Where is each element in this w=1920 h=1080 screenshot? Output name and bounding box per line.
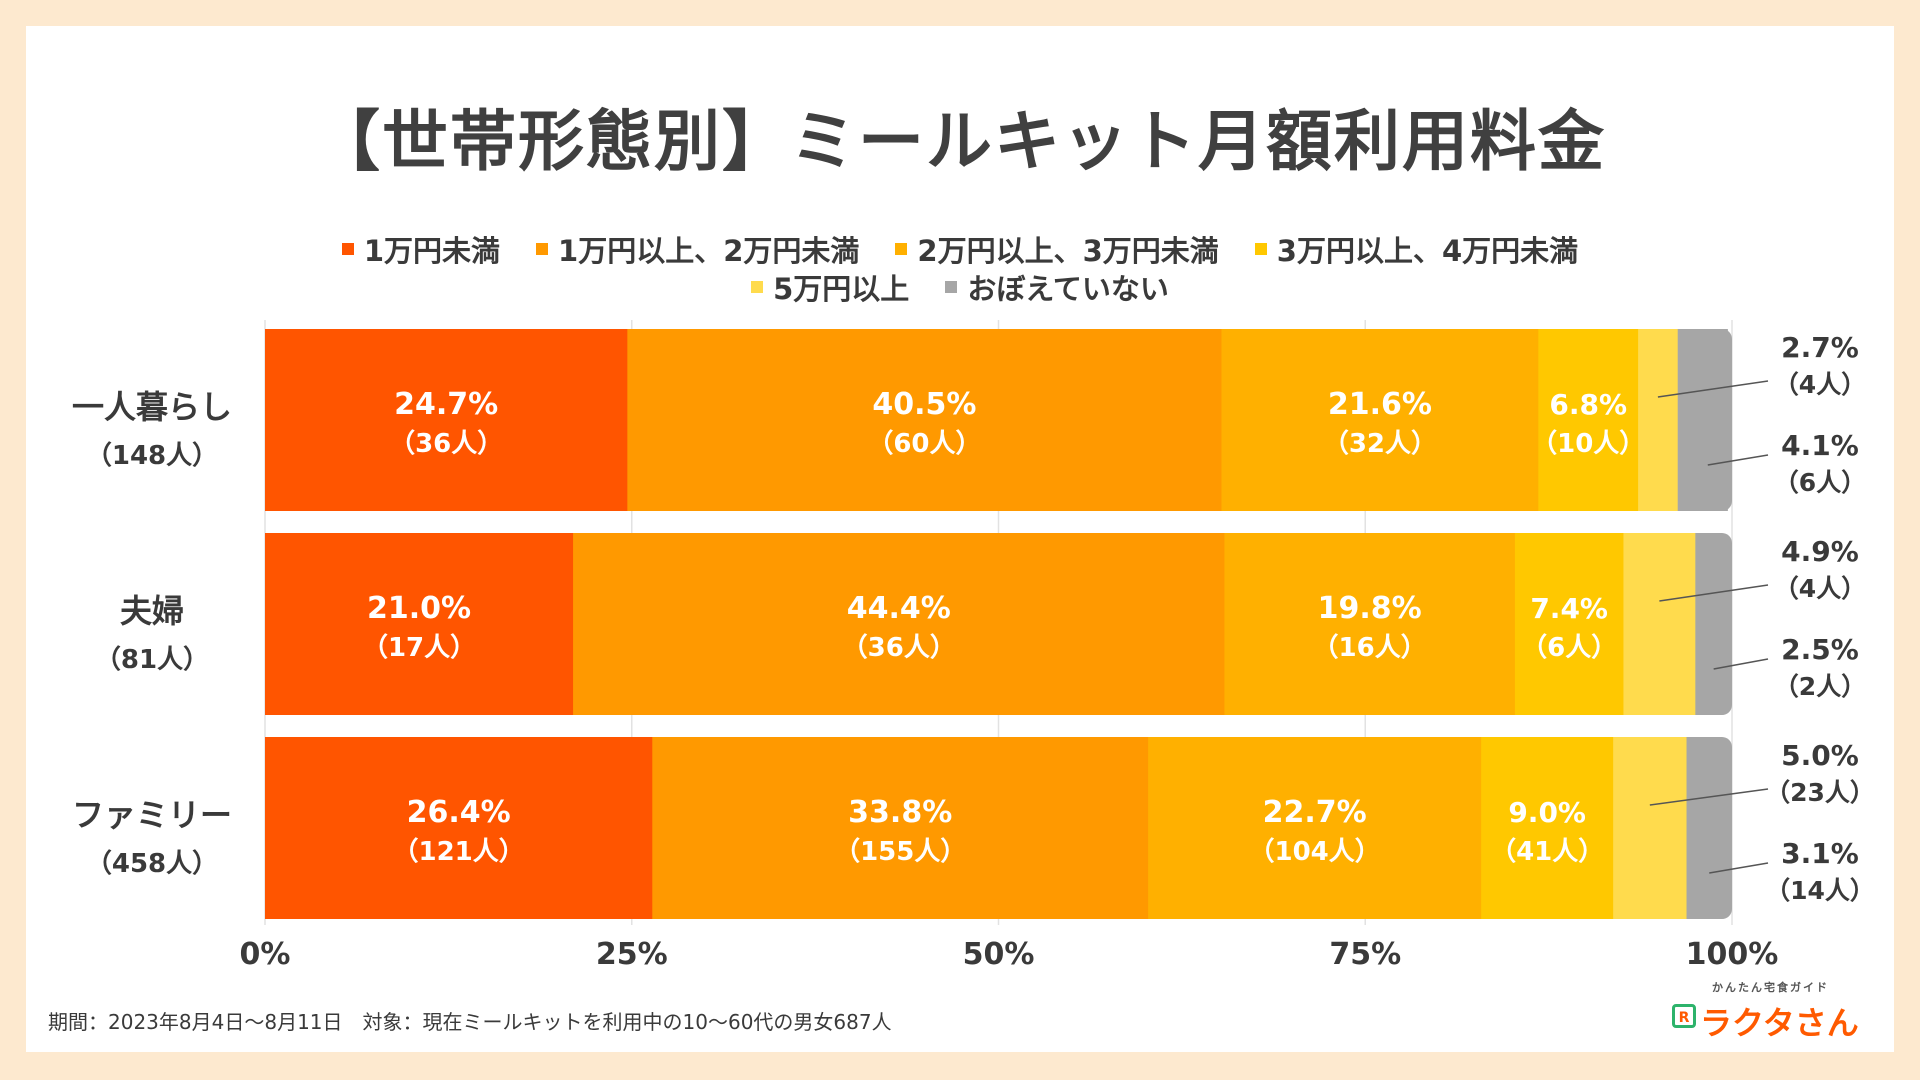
count-label: （36人） bbox=[842, 633, 956, 663]
x-tick-label: 0% bbox=[240, 937, 291, 972]
count-label: （60人） bbox=[867, 429, 981, 459]
data-label: 21.0% bbox=[367, 591, 471, 626]
category-count-label: （458人） bbox=[86, 849, 218, 879]
data-label: 24.7% bbox=[394, 387, 498, 422]
x-tick-label: 25% bbox=[596, 937, 668, 972]
x-tick-label: 75% bbox=[1329, 937, 1401, 972]
leader-line bbox=[1713, 658, 1769, 670]
data-label: 4.1% bbox=[1781, 429, 1859, 462]
bar-segment bbox=[1613, 737, 1688, 919]
data-label: 3.1% bbox=[1781, 837, 1859, 870]
legend-label: 2万円以上、3万円未満 bbox=[917, 234, 1219, 268]
data-label: 26.4% bbox=[407, 795, 511, 830]
category-count-label: （81人） bbox=[95, 645, 209, 675]
count-label: （4人） bbox=[1774, 574, 1866, 603]
leader-line bbox=[1657, 380, 1769, 398]
legend-item: おぼえていない bbox=[945, 266, 1169, 308]
bar-segment bbox=[265, 329, 628, 511]
logo-name: ラクタさん bbox=[1700, 1004, 1859, 1042]
legend: 1万円未満 1万円以上、2万円未満 2万円以上、3万円未満 3万円以上、4万円未… bbox=[0, 230, 1920, 306]
category-label: ファミリー bbox=[72, 796, 232, 834]
bar-segment bbox=[652, 737, 1149, 919]
legend-item: 1万円未満 bbox=[341, 228, 501, 270]
bar-segment bbox=[1514, 533, 1624, 715]
count-label: （10人） bbox=[1531, 429, 1645, 459]
bar-segment bbox=[265, 737, 653, 919]
count-label: （6人） bbox=[1774, 468, 1866, 497]
count-label: （155人） bbox=[834, 837, 966, 867]
data-label: 40.5% bbox=[872, 387, 976, 422]
data-label: 22.7% bbox=[1263, 795, 1367, 830]
legend-swatch bbox=[895, 243, 908, 255]
data-label: 2.5% bbox=[1781, 633, 1859, 666]
legend-label: 1万円以上、2万円未満 bbox=[558, 234, 860, 268]
bar-segment bbox=[1221, 329, 1539, 511]
legend-swatch bbox=[536, 243, 549, 255]
bar-segment bbox=[1224, 533, 1516, 715]
count-label: （6人） bbox=[1521, 633, 1617, 663]
bar-segment bbox=[1686, 737, 1722, 919]
data-label: 5.0% bbox=[1781, 739, 1859, 772]
logo-tagline: かんたん宅食ガイド bbox=[1712, 981, 1829, 994]
leader-line bbox=[1709, 862, 1769, 874]
footnote: 期間：2023年8月4日〜8月11日 対象：現在ミールキットを利用中の10〜60… bbox=[48, 1010, 892, 1034]
count-label: （121人） bbox=[393, 837, 525, 867]
legend-item: 2万円以上、3万円未満 bbox=[895, 228, 1219, 270]
count-label: （23人） bbox=[1765, 778, 1875, 807]
bar-segment bbox=[1677, 329, 1728, 511]
legend-label: おぼえていない bbox=[967, 272, 1169, 306]
category-count-label: （148人） bbox=[86, 441, 218, 471]
bar-segment bbox=[1148, 737, 1482, 919]
stacked-bar-chart: 24.7% （36人） 40.5% （60人） 21.6% （32人） 6.8% （10人） 2… bbox=[72, 320, 1875, 972]
legend-swatch bbox=[751, 281, 764, 293]
count-label: （36人） bbox=[389, 429, 503, 459]
data-label: 9.0% bbox=[1508, 796, 1586, 829]
count-label: （14人） bbox=[1765, 876, 1875, 905]
count-label: （41人） bbox=[1490, 837, 1604, 867]
x-tick-label: 100% bbox=[1686, 937, 1779, 972]
data-label: 44.4% bbox=[847, 591, 951, 626]
logo-icon: R bbox=[1672, 1004, 1696, 1028]
legend-swatch bbox=[341, 243, 354, 255]
data-label: 21.6% bbox=[1328, 387, 1432, 422]
bar-segment bbox=[573, 533, 1225, 715]
leader-line bbox=[1649, 788, 1769, 806]
bar-segment bbox=[1538, 329, 1639, 511]
data-label: 6.8% bbox=[1549, 388, 1627, 421]
bar-segment bbox=[1481, 737, 1614, 919]
legend-label: 5万円以上 bbox=[773, 272, 910, 306]
bar-segment bbox=[265, 533, 574, 715]
bar-segment bbox=[1638, 329, 1679, 511]
count-label: （17人） bbox=[362, 633, 476, 663]
category-label: 一人暮らし bbox=[72, 388, 232, 426]
legend-item: 5万円以上 bbox=[751, 266, 909, 308]
count-label: （32人） bbox=[1323, 429, 1437, 459]
chart-title: 【世帯形態別】ミールキット月額利用料金 bbox=[314, 103, 1606, 180]
legend-item: 1万円以上、2万円未満 bbox=[536, 228, 859, 270]
legend-swatch bbox=[1254, 243, 1267, 255]
legend-label: 3万円以上、4万円未満 bbox=[1276, 234, 1579, 268]
legend-item: 3万円以上、4万円未満 bbox=[1254, 228, 1579, 270]
count-label: （104人） bbox=[1248, 837, 1380, 867]
legend-row-1: 1万円未満 1万円以上、2万円未満 2万円以上、3万円未満 3万円以上、4万円未… bbox=[0, 230, 1920, 268]
legend-label: 1万円未満 bbox=[363, 234, 501, 268]
legend-row-2: 5万円以上 おぼえていない bbox=[0, 268, 1920, 306]
data-label: 2.7% bbox=[1781, 331, 1859, 364]
leader-line bbox=[1659, 584, 1769, 602]
category-label: 夫婦 bbox=[120, 592, 184, 630]
count-label: （4人） bbox=[1774, 370, 1866, 399]
x-tick-label: 50% bbox=[963, 937, 1035, 972]
data-label: 7.4% bbox=[1530, 592, 1608, 625]
data-label: 33.8% bbox=[848, 795, 952, 830]
leader-line bbox=[1707, 454, 1769, 466]
count-label: （16人） bbox=[1313, 633, 1427, 663]
data-label: 4.9% bbox=[1781, 535, 1859, 568]
bar-segment bbox=[1623, 533, 1696, 715]
bar-segment bbox=[1695, 533, 1722, 715]
legend-swatch bbox=[945, 281, 958, 293]
data-label: 19.8% bbox=[1318, 591, 1422, 626]
bar-segment bbox=[627, 329, 1222, 511]
count-label: （2人） bbox=[1774, 672, 1866, 701]
